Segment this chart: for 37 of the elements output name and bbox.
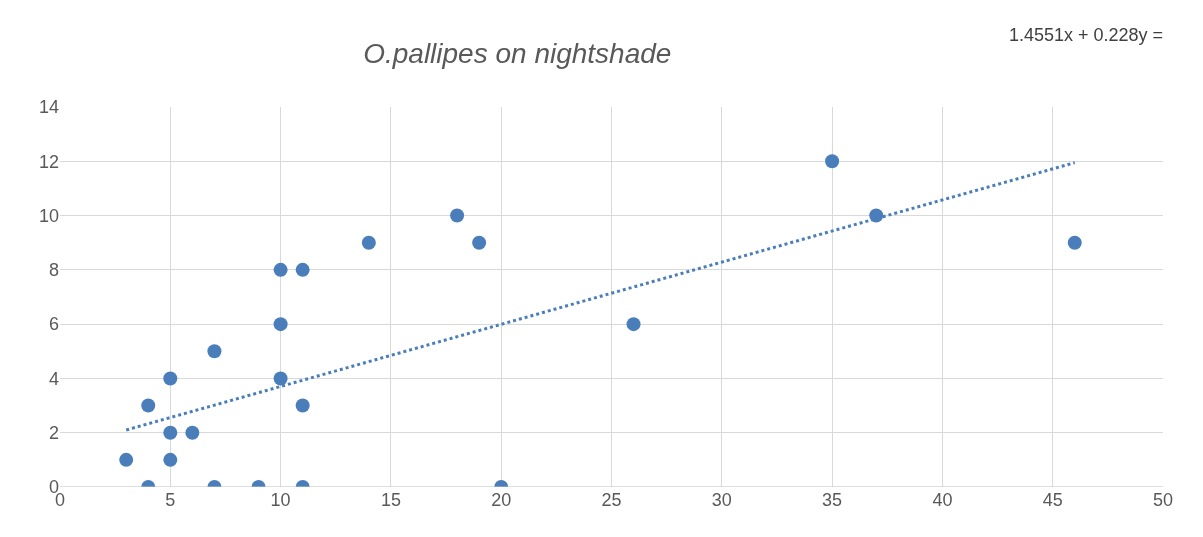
- x-tick-label: 20: [491, 490, 512, 510]
- point: [273, 317, 288, 332]
- point: [207, 344, 222, 359]
- y-tick-label: 6: [48, 314, 59, 335]
- y-tick-label: 8: [48, 260, 59, 281]
- point: [119, 452, 134, 467]
- point: [141, 398, 156, 413]
- point: [295, 262, 310, 277]
- point: [273, 262, 288, 277]
- y-tick-label: 4: [48, 368, 59, 389]
- point: [825, 154, 840, 169]
- point: [295, 398, 310, 413]
- y-tick-label: 2: [48, 423, 59, 444]
- x-tick-label: 50: [1152, 490, 1174, 510]
- point: [1067, 235, 1082, 250]
- x-tick-label: 15: [380, 490, 401, 510]
- point: [273, 371, 288, 386]
- x-tick-label: 25: [601, 490, 622, 510]
- x-tick-label: 30: [711, 490, 732, 510]
- text: 1.4551x + 0.228y =: [1009, 25, 1164, 45]
- y-tick-label: 10: [38, 205, 59, 226]
- point: [472, 235, 487, 250]
- x-tick-label: 35: [822, 490, 843, 510]
- x-tick-label: 40: [932, 490, 953, 510]
- x-tick-label: 10: [270, 490, 291, 510]
- point: [361, 235, 376, 250]
- y-tick-label: 14: [38, 97, 59, 118]
- point: [185, 425, 200, 440]
- chart-title: O.pallipes on nightshade: [363, 37, 672, 69]
- point: [450, 208, 465, 223]
- x-tick-label: 5: [165, 490, 176, 510]
- point: [163, 371, 178, 386]
- point: [163, 425, 178, 440]
- x-tick-label: 45: [1042, 490, 1063, 510]
- y-tick-label: 12: [38, 151, 59, 172]
- point: [626, 317, 641, 332]
- point: [163, 452, 178, 467]
